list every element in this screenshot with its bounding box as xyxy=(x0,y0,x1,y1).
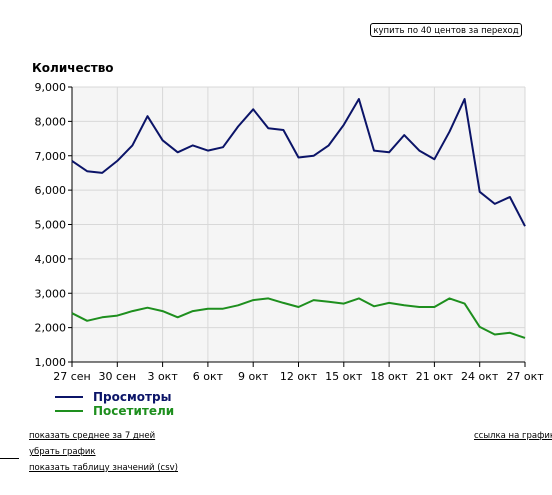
line-chart: 1,000 2,000 3,000 4,000 5,000 6,000 7,000 8,000… xyxy=(35,81,545,383)
x-tick-label: 27 окт xyxy=(506,370,544,383)
y-axis-title: Количество xyxy=(32,61,114,75)
y-tick-label: 7,000 xyxy=(35,150,67,163)
show-values-table-link[interactable]: показать таблицу значений ( xyxy=(29,463,161,473)
visitors-legend-swatch xyxy=(55,410,83,412)
y-tick-label: 8,000 xyxy=(35,115,67,128)
x-tick-label: 6 окт xyxy=(193,370,224,383)
y-tick-label: 5,000 xyxy=(35,219,67,232)
legend-item-visitors: Посетители xyxy=(55,404,174,418)
x-tick-label: 9 окт xyxy=(238,370,269,383)
show-7day-average-link[interactable]: показать среднее за 7 дней xyxy=(29,431,156,441)
show-values-table-close: ) xyxy=(174,463,178,473)
x-tick-label: 21 окт xyxy=(416,370,454,383)
legend-item-views: Просмотры xyxy=(55,390,174,404)
x-tick-label: 18 окт xyxy=(370,370,408,383)
chart-link[interactable]: ссылка на график xyxy=(474,431,552,441)
y-tick-label: 2,000 xyxy=(35,322,67,335)
show-values-table: показать таблицу значений (csv) xyxy=(29,463,178,473)
y-tick-label: 1,000 xyxy=(35,356,67,369)
y-tick-label: 3,000 xyxy=(35,287,67,300)
x-tick-label: 27 сен xyxy=(53,370,91,383)
x-tick-label: 3 окт xyxy=(147,370,178,383)
buy-clicks-button[interactable]: купить по 40 центов за переход xyxy=(370,23,522,37)
csv-link[interactable]: csv xyxy=(160,463,175,473)
y-tick-label: 6,000 xyxy=(35,184,67,197)
remove-chart-link[interactable]: убрать график xyxy=(29,447,96,457)
visitors-series-line xyxy=(71,297,526,339)
x-tick-label: 30 сен xyxy=(99,370,137,383)
y-tick-label: 4,000 xyxy=(35,253,67,266)
visitors-legend-label: Посетители xyxy=(93,404,175,418)
views-legend-label: Просмотры xyxy=(93,390,172,404)
x-tick-label: 12 окт xyxy=(280,370,318,383)
x-tick-label: 15 окт xyxy=(325,370,363,383)
x-tick-label: 24 окт xyxy=(461,370,499,383)
chart-legend: Просмотры Посетители xyxy=(55,390,174,418)
views-series-line xyxy=(71,98,526,227)
divider-line xyxy=(0,458,19,459)
y-tick-label: 9,000 xyxy=(35,81,67,94)
views-legend-swatch xyxy=(55,396,83,398)
